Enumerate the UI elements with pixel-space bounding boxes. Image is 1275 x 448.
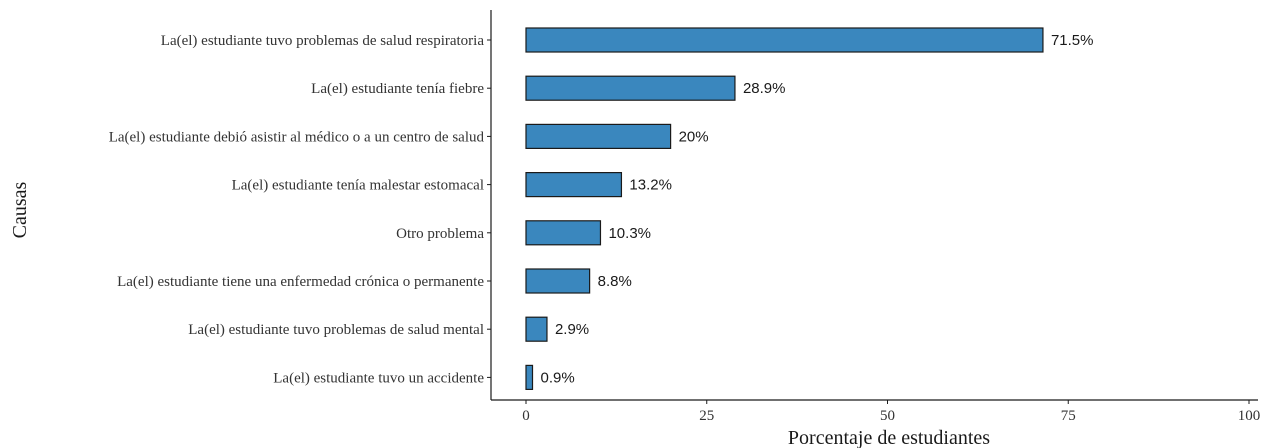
- x-axis-title: Porcentaje de estudiantes: [788, 427, 990, 448]
- category-label: La(el) estudiante tuvo problemas de salu…: [161, 33, 485, 49]
- y-axis: La(el) estudiante tuvo problemas de salu…: [109, 10, 492, 400]
- data-label: 0.9%: [541, 369, 575, 386]
- data-label: 8.8%: [598, 273, 632, 290]
- bar: [525, 316, 548, 342]
- x-tick-label: 100: [1238, 408, 1261, 424]
- category-label: La(el) estudiante tiene una enfermedad c…: [117, 274, 484, 290]
- bar: [525, 27, 1044, 53]
- x-tick-label: 0: [522, 408, 530, 424]
- bars-group: 71.5% 28.9% 20% 13.2% 10.3% 8.8% 2.9% 0.9%: [525, 27, 1094, 390]
- data-label: 28.9%: [743, 80, 786, 97]
- bar: [525, 172, 623, 198]
- bar: [525, 268, 591, 294]
- bar: [525, 220, 602, 246]
- category-label: La(el) estudiante debió asistir al médic…: [109, 129, 485, 145]
- x-tick-label: 75: [1061, 408, 1076, 424]
- bar: [525, 364, 534, 390]
- data-label: 2.9%: [555, 321, 589, 338]
- data-label: 13.2%: [629, 177, 672, 194]
- category-label: La(el) estudiante tuvo un accidente: [273, 370, 484, 386]
- bar: [525, 123, 672, 150]
- category-label: La(el) estudiante tuvo problemas de salu…: [188, 322, 484, 338]
- x-tick-label: 25: [699, 408, 714, 424]
- category-label: Otro problema: [396, 226, 484, 242]
- x-axis: 0 25 50 75 100: [491, 399, 1261, 424]
- y-axis-title: Causas: [9, 181, 31, 238]
- data-label: 71.5%: [1051, 32, 1094, 49]
- x-tick-label: 50: [880, 408, 895, 424]
- category-label: La(el) estudiante tenía fiebre: [311, 81, 484, 97]
- category-label: La(el) estudiante tenía malestar estomac…: [232, 178, 484, 194]
- bar: [525, 75, 736, 101]
- data-label: 20%: [679, 128, 709, 145]
- data-label: 10.3%: [608, 225, 651, 242]
